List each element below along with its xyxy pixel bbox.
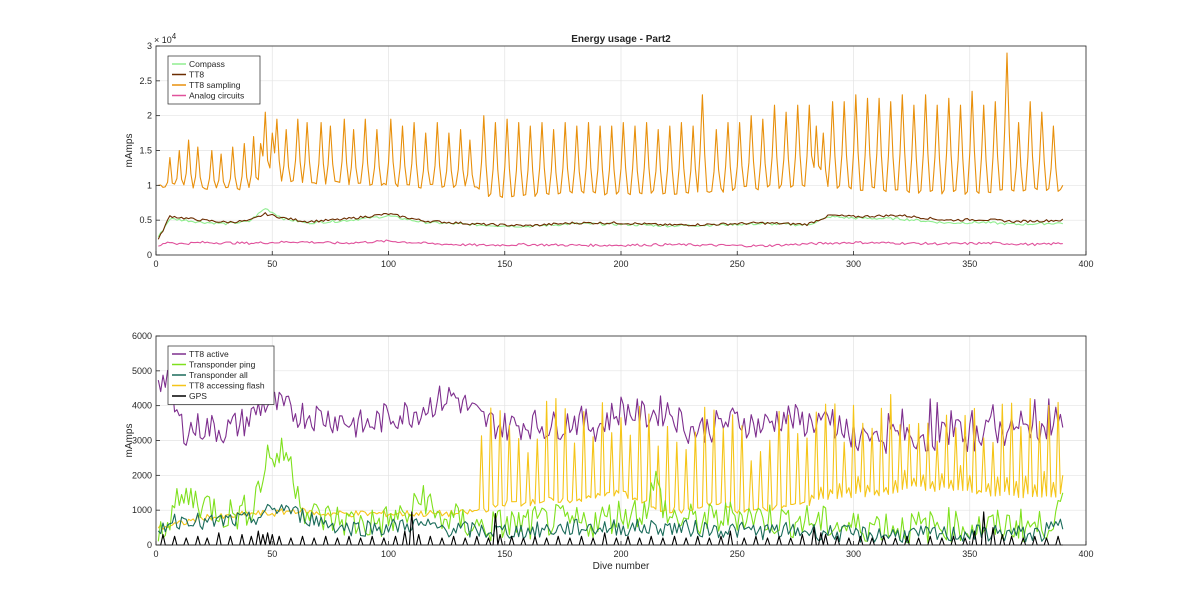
bottom-series-transponder-all [157, 503, 1064, 543]
top-y-tick-label: 3 [147, 41, 152, 51]
top-chart-title: Energy usage - Part2 [571, 34, 671, 45]
top-legend-label-compass: Compass [189, 59, 225, 69]
bottom-x-tick-label: 400 [1078, 549, 1093, 559]
top-x-tick-label: 100 [381, 259, 396, 269]
bottom-axes: 0 50 100 150 200 250 300 350 400 0 1000 2000 3000 40… [124, 331, 1094, 572]
top-series-tt8 [157, 212, 1064, 240]
top-x-tick-label: 150 [497, 259, 512, 269]
bottom-y-tick-label: 0 [147, 540, 152, 550]
top-y-axis-label: mAmps [124, 134, 135, 168]
top-legend-label-tt8: TT8 [189, 70, 204, 80]
top-y-tick-label: 2 [147, 111, 152, 121]
bottom-legend-label-transponder-all: Transponder all [189, 370, 248, 380]
top-x-tick-label: 250 [730, 259, 745, 269]
bottom-y-tick-label: 2000 [132, 470, 152, 480]
bottom-legend-label-tt8-active: TT8 active [189, 349, 229, 359]
top-legend-label-tt8-sampling: TT8 sampling [189, 80, 241, 90]
top-x-tick-label: 350 [962, 259, 977, 269]
bottom-x-tick-label: 50 [267, 549, 277, 559]
bottom-x-axis-label: Dive number [593, 561, 650, 572]
bottom-y-tick-label: 5000 [132, 366, 152, 376]
bottom-x-tick-label: 250 [730, 549, 745, 559]
bottom-x-ticks: 0 50 100 150 200 250 300 350 400 [153, 541, 1094, 559]
bottom-legend-label-transponder-ping: Transponder ping [189, 360, 256, 370]
top-x-tick-label: 50 [267, 259, 277, 269]
top-axes: 0 50 100 150 200 250 300 350 400 0 0.5 1 1.5 2 2.5 3 E… [124, 32, 1094, 269]
bottom-legend-label-gps: GPS [189, 391, 207, 401]
top-x-tick-label: 200 [613, 259, 628, 269]
bottom-y-ticks: 0 1000 2000 3000 4000 5000 6000 [132, 331, 160, 550]
top-series-analog-circuits [158, 239, 1063, 248]
top-legend-label-analog-circuits: Analog circuits [189, 91, 244, 101]
top-y-tick-label: 0.5 [139, 215, 152, 225]
bottom-y-tick-label: 3000 [132, 436, 152, 446]
top-series-tt8-sampling [158, 52, 1064, 198]
top-y-tick-label: 1 [147, 180, 152, 190]
bottom-series-tt8-accessing-flash [157, 393, 1064, 530]
top-x-tick-label: 400 [1078, 259, 1093, 269]
bottom-x-tick-label: 150 [497, 549, 512, 559]
top-y-tick-label: 1.5 [139, 146, 152, 156]
top-y-tick-label: 2.5 [139, 76, 152, 86]
bottom-y-axis-label: mAmps [124, 424, 135, 458]
bottom-y-tick-label: 1000 [132, 505, 152, 515]
bottom-x-tick-label: 300 [846, 549, 861, 559]
bottom-x-tick-label: 100 [381, 549, 396, 559]
top-x-ticks: 0 50 100 150 200 250 300 350 400 [153, 251, 1094, 269]
bottom-legend-label-tt8-accessing-flash: TT8 accessing flash [189, 381, 265, 391]
top-x-tick-label: 300 [846, 259, 861, 269]
bottom-y-tick-label: 6000 [132, 331, 152, 341]
bottom-series-transponder-ping [157, 437, 1064, 544]
top-y-exponent-label: × 104 [154, 32, 177, 45]
bottom-x-tick-label: 350 [962, 549, 977, 559]
bottom-x-tick-label: 0 [153, 549, 158, 559]
top-y-tick-label: 0 [147, 250, 152, 260]
top-y-exponent-base: × 10 [154, 35, 172, 45]
bottom-series-tt8-active [157, 369, 1064, 454]
top-series-layer [157, 52, 1064, 248]
top-x-tick-label: 0 [153, 259, 158, 269]
bottom-y-tick-label: 4000 [132, 401, 152, 411]
bottom-x-tick-label: 200 [613, 549, 628, 559]
top-y-ticks: 0 0.5 1 1.5 2 2.5 3 [139, 41, 160, 260]
top-y-exponent-power: 4 [172, 32, 177, 41]
